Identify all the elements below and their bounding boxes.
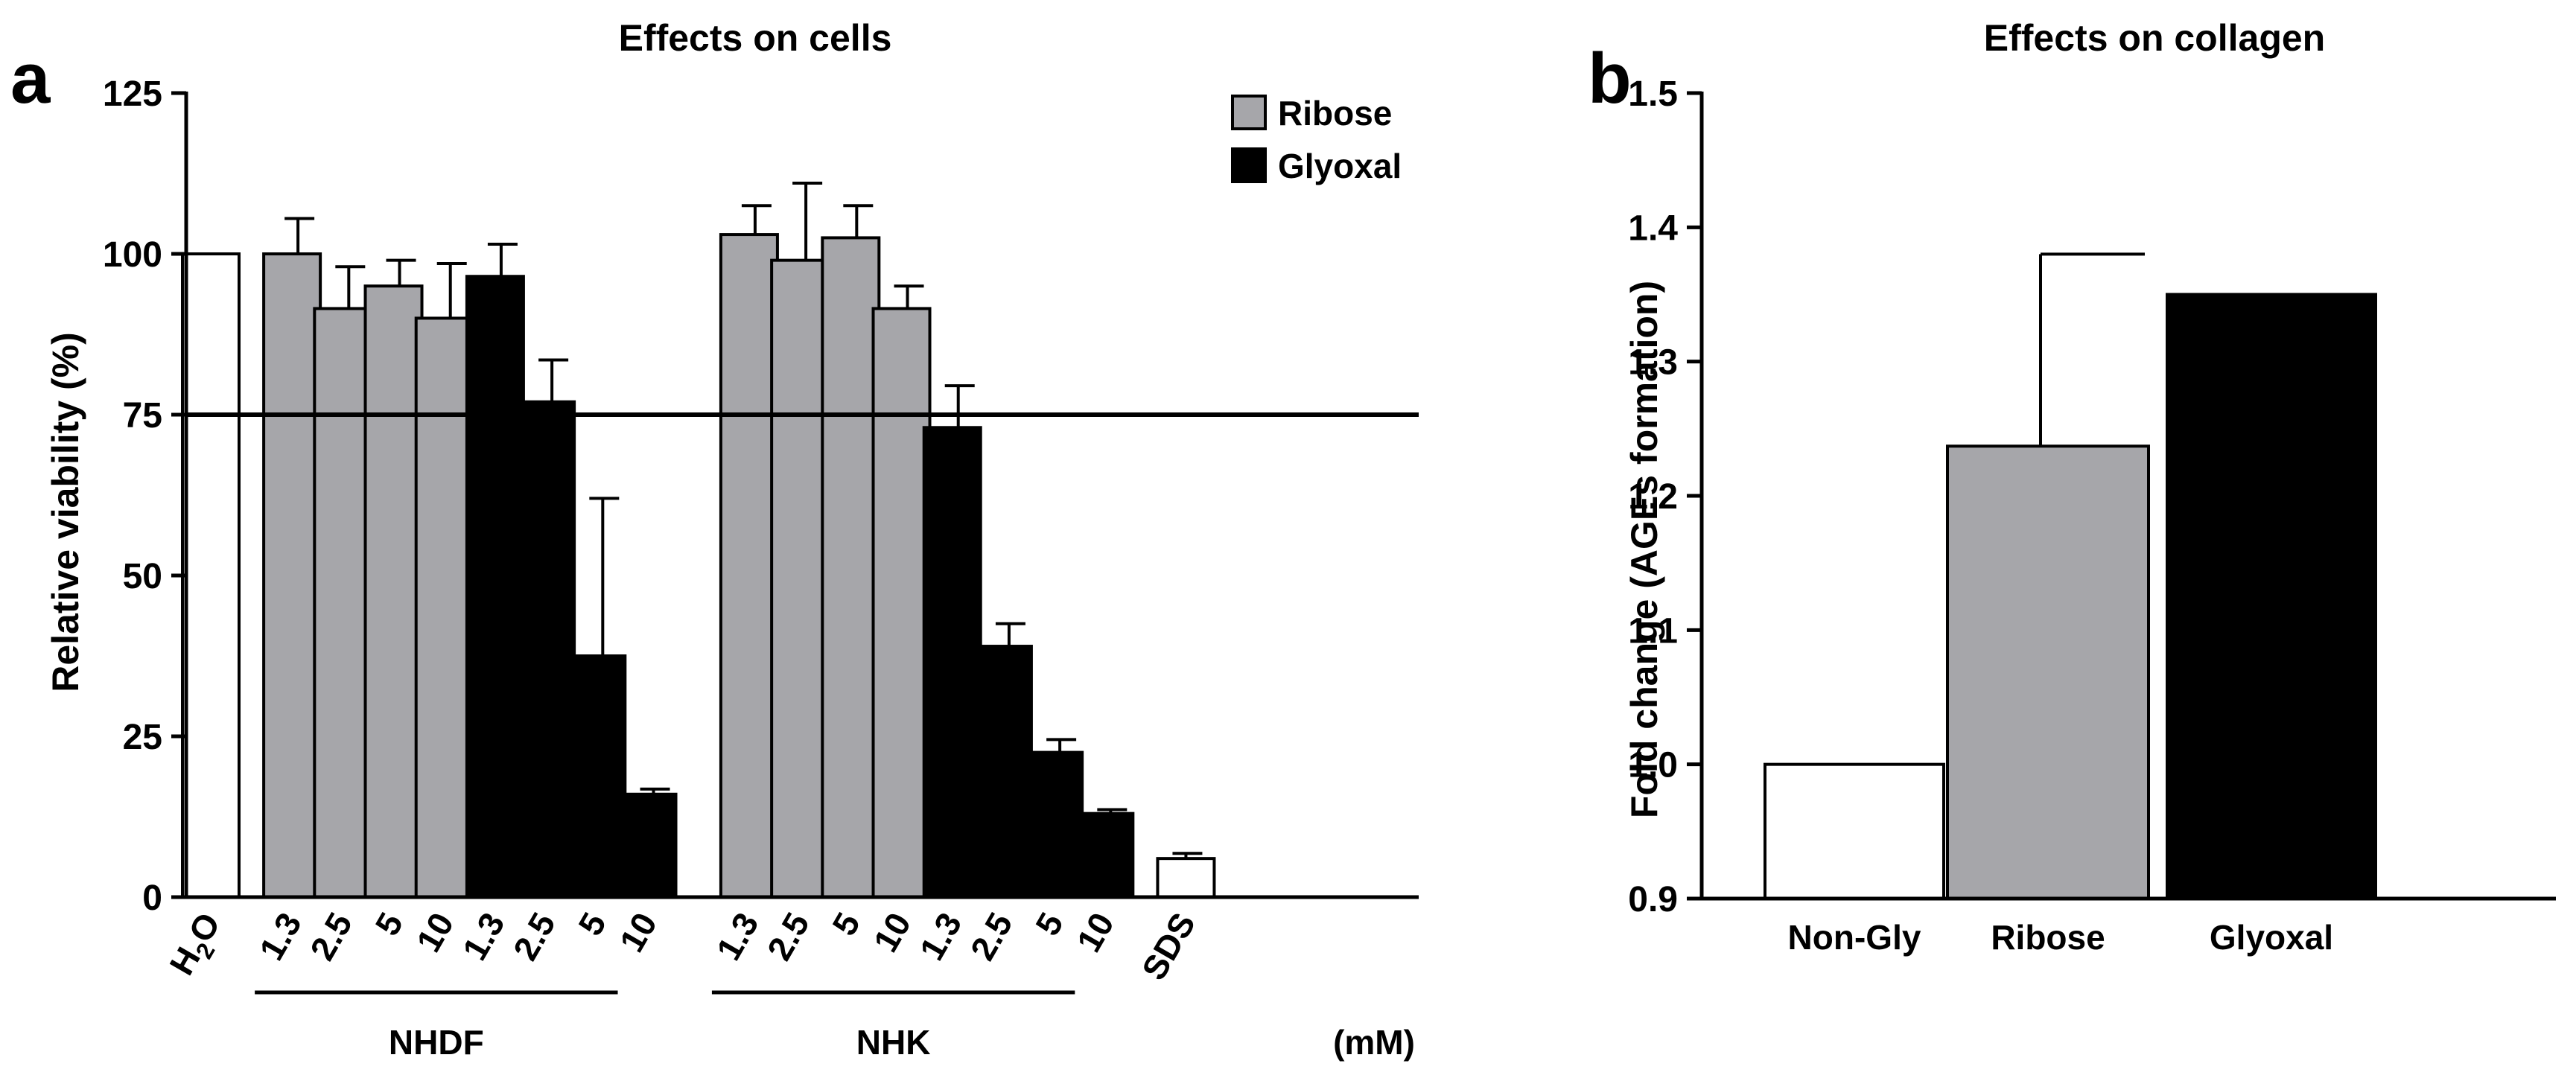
panel-a-y-axis-label: Relative viability (%) (45, 332, 86, 692)
bar-glyoxal (2166, 293, 2377, 900)
x-tick-label-16: 10 (1069, 906, 1122, 958)
panel-a-y-tick-label: 75 (123, 396, 162, 436)
panel-a-legend: Ribose Glyoxal (1231, 94, 1402, 185)
panel-b-y-tick-label: 1.5 (1628, 74, 1678, 114)
x-tick-label-9: 1.3 (709, 906, 766, 966)
bar-glyoxal-14 (973, 645, 1033, 899)
panel-a-y-tick-label: 125 (103, 74, 162, 114)
bar-ribose-12 (871, 307, 932, 899)
panel-a-y-tick-label: 0 (142, 878, 162, 918)
bar-ribose-1 (262, 252, 322, 899)
panel-a-y-tick-label: 50 (123, 557, 162, 596)
panel-b-y-tick-label: 1.3 (1628, 343, 1678, 383)
panel-a-unit-label: (mM) (1333, 1023, 1415, 1062)
legend-swatch-glyoxal (1231, 147, 1267, 183)
legend-label-ribose: Ribose (1278, 94, 1392, 133)
x-tick-label-10: 2.5 (760, 906, 817, 966)
panel-a-title: Effects on cells (619, 17, 892, 59)
x-tick-label-8: 10 (612, 906, 665, 958)
panel-b-y-tick-label: 1.2 (1628, 477, 1678, 517)
x-tick-label-14: 2.5 (963, 906, 1020, 966)
bar-control-17 (1156, 857, 1216, 899)
x-tick-label-7: 5 (570, 906, 614, 942)
x-tick-label-3: 5 (367, 906, 410, 942)
panel-b-y-tick-label: 1.0 (1628, 746, 1678, 785)
panel-a-y-tick-label: 25 (123, 718, 162, 757)
bar-glyoxal-5 (465, 275, 525, 899)
bar-glyoxal-8 (617, 792, 678, 899)
legend-swatch-ribose (1231, 95, 1267, 130)
bar-glyoxal-6 (516, 400, 576, 899)
x-tick-label-1: 1.3 (252, 906, 309, 966)
bar-ribose-2 (313, 307, 373, 899)
bar-ribose-10 (770, 258, 830, 899)
x-tick-label-13: 1.3 (912, 906, 969, 966)
x-tick-label-glyoxal: Glyoxal (2210, 918, 2333, 957)
bar-glyoxal-13 (922, 426, 982, 899)
bar-ribose-3 (363, 284, 424, 899)
bar-ribose-9 (719, 233, 779, 899)
panel-b-y-tick-label: 1.4 (1628, 208, 1678, 248)
panel-b-y-tick-label: 0.9 (1628, 880, 1678, 919)
panel-a-label: a (10, 39, 51, 118)
bar-glyoxal-7 (567, 654, 627, 899)
group-label-nhdf: NHDF (389, 1023, 484, 1062)
x-tick-label-0: H2O (162, 906, 233, 985)
x-tick-label-2: 2.5 (302, 906, 360, 966)
bar-glyoxal-15 (1024, 750, 1084, 899)
x-tick-label-17: SDS (1134, 906, 1203, 986)
panel-b-title: Effects on collagen (1984, 17, 2325, 59)
x-tick-label-15: 5 (1028, 906, 1071, 942)
x-tick-label-6: 2.5 (506, 906, 563, 966)
group-label-nhk: NHK (856, 1023, 931, 1062)
x-tick-label-11: 5 (824, 906, 868, 942)
x-tick-label-4: 10 (409, 906, 462, 958)
bar-control-0 (181, 252, 241, 899)
panel-b-label: b (1588, 39, 1632, 118)
x-tick-label-12: 10 (866, 906, 919, 958)
bar-glyoxal-16 (1075, 811, 1135, 899)
panel-b-y-tick-label: 1.1 (1628, 611, 1678, 651)
x-tick-label-5: 1.3 (455, 906, 512, 966)
bar-ribose-4 (414, 316, 474, 899)
legend-label-glyoxal: Glyoxal (1278, 147, 1402, 185)
x-tick-label-ribose: Ribose (1991, 918, 2105, 957)
panel-b-y-axis-label: Fold change (AGEs formation) (1623, 281, 1665, 818)
bar-ribose (1946, 444, 2150, 900)
bar-non-gly (1764, 762, 1945, 900)
bar-ribose-11 (821, 236, 881, 899)
panel-a-y-tick-label: 100 (103, 235, 162, 275)
panel-b-plot: Non-Gly Ribose Glyoxal 0.9 1.0 1.1 1.2 1.3 1.4 1.… (1628, 74, 2556, 957)
x-tick-label-non-gly: Non-Gly (1788, 918, 1921, 957)
